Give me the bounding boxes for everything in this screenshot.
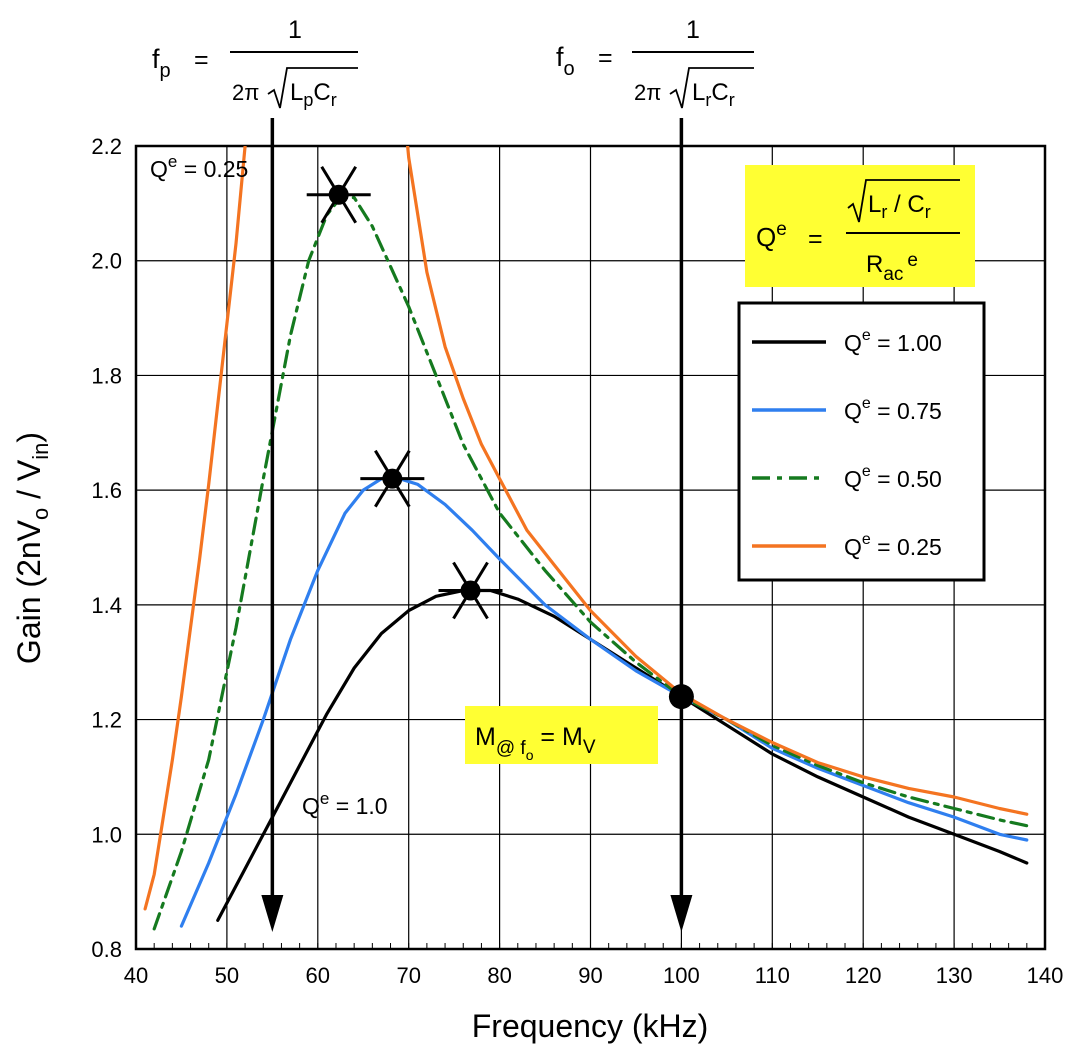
series-line-025 (406, 146, 1029, 816)
y-tick-label: 1.6 (91, 478, 122, 503)
fo-denominator-2pi: 2π (634, 80, 661, 105)
y-tick-labels: 0.8 1.0 1.2 1.4 1.6 1.8 2.0 2.2 (91, 134, 122, 962)
y-tick-label: 2.2 (91, 134, 122, 159)
peak-marker (306, 165, 371, 224)
x-tick-label: 40 (124, 963, 148, 988)
resonance-arrows (261, 118, 693, 932)
x-tick-label: 100 (663, 963, 700, 988)
fp-lhs: fp (152, 44, 171, 82)
fo-equals: = (598, 44, 613, 72)
legend-label: Qe = 0.75 (844, 395, 942, 424)
x-tick-label: 120 (845, 963, 882, 988)
x-tick-label: 80 (487, 963, 511, 988)
fp-numerator: 1 (288, 16, 302, 44)
x-tick-label: 50 (215, 963, 239, 988)
qe-lhs: Qe (756, 219, 787, 252)
y-tick-label: 1.4 (91, 593, 122, 618)
fo-sqrt-sign (669, 67, 754, 109)
legend-label: Qe = 1.00 (844, 327, 942, 356)
y-tick-label: 0.8 (91, 937, 122, 962)
legend-box (737, 301, 986, 582)
y-tick-label: 1.2 (91, 708, 122, 733)
fo-numerator: 1 (686, 16, 700, 44)
fo-gain-point (668, 684, 694, 710)
series-line-100 (216, 588, 1029, 922)
grid-lines (136, 146, 1045, 949)
legend-item: Qe = 0.75 (752, 395, 942, 424)
series-line-075 (179, 477, 1029, 928)
peak-marker (360, 449, 425, 508)
legend-item: Qe = 1.00 (752, 327, 942, 356)
legend-label: Qe = 0.25 (844, 531, 942, 560)
qe-highlight (745, 165, 975, 287)
y-tick-label: 2.0 (91, 249, 122, 274)
x-tick-labels: 40 50 60 70 80 90 100 110 120 130 140 (124, 963, 1064, 988)
qe-denominator: Race (866, 250, 918, 285)
x-axis-title: Frequency (kHz) (472, 1008, 709, 1044)
x-tick-label: 90 (578, 963, 602, 988)
x-tick-label: 60 (306, 963, 330, 988)
fp-denominator-2pi: 2π (232, 80, 259, 105)
data-curves (143, 146, 1029, 931)
q025-curve-label: Qe = 0.25 (150, 152, 248, 182)
series-line-050 (152, 196, 1029, 931)
fo-lhs: fo (556, 42, 575, 80)
fo-LC: LrCr (692, 79, 735, 110)
gain-at-fo-text: M@ fo = MV (475, 723, 596, 763)
fp-sqrt-sign (267, 67, 358, 109)
x-tick-label: 140 (1027, 963, 1064, 988)
x-tick-label: 70 (396, 963, 420, 988)
y-tick-label: 1.8 (91, 363, 122, 388)
fp-LC: LpCr (290, 79, 337, 110)
arrow-head-fo (670, 895, 693, 932)
x-tick-label: 110 (755, 963, 790, 988)
arrow-head-fp (261, 895, 284, 932)
qe-equals: = (808, 225, 823, 253)
legend: Qe = 1.00 Qe = 0.75 Qe = 0.50 Qe = 0.25 (737, 301, 986, 582)
qe-numerator: Lr / Cr (868, 191, 931, 222)
fp-equation: fp = 1 2π LpCr (152, 16, 358, 110)
peak-marker (438, 561, 503, 620)
series-line-025 (143, 146, 247, 911)
qe-sqrt-sign (847, 179, 960, 223)
y-tick-label: 1.0 (91, 822, 122, 847)
x-tick-label: 130 (936, 963, 973, 988)
y-axis-title: Gain (2nVo / Vin) (11, 432, 53, 664)
legend-label: Qe = 0.50 (844, 463, 942, 492)
qe-definition-box: Qe = Lr / Cr Race (745, 165, 975, 287)
gain-at-fo-callout: M@ fo = MV (465, 706, 658, 764)
q10-curve-label: Qe = 1.0 (302, 789, 388, 819)
gain-at-fo-highlight (465, 706, 658, 764)
fp-equals: = (194, 46, 209, 74)
peak-markers (306, 165, 694, 710)
fo-equation: fo = 1 2π LrCr (556, 16, 754, 110)
legend-item: Qe = 0.25 (752, 531, 942, 560)
legend-item: Qe = 0.50 (752, 463, 942, 492)
